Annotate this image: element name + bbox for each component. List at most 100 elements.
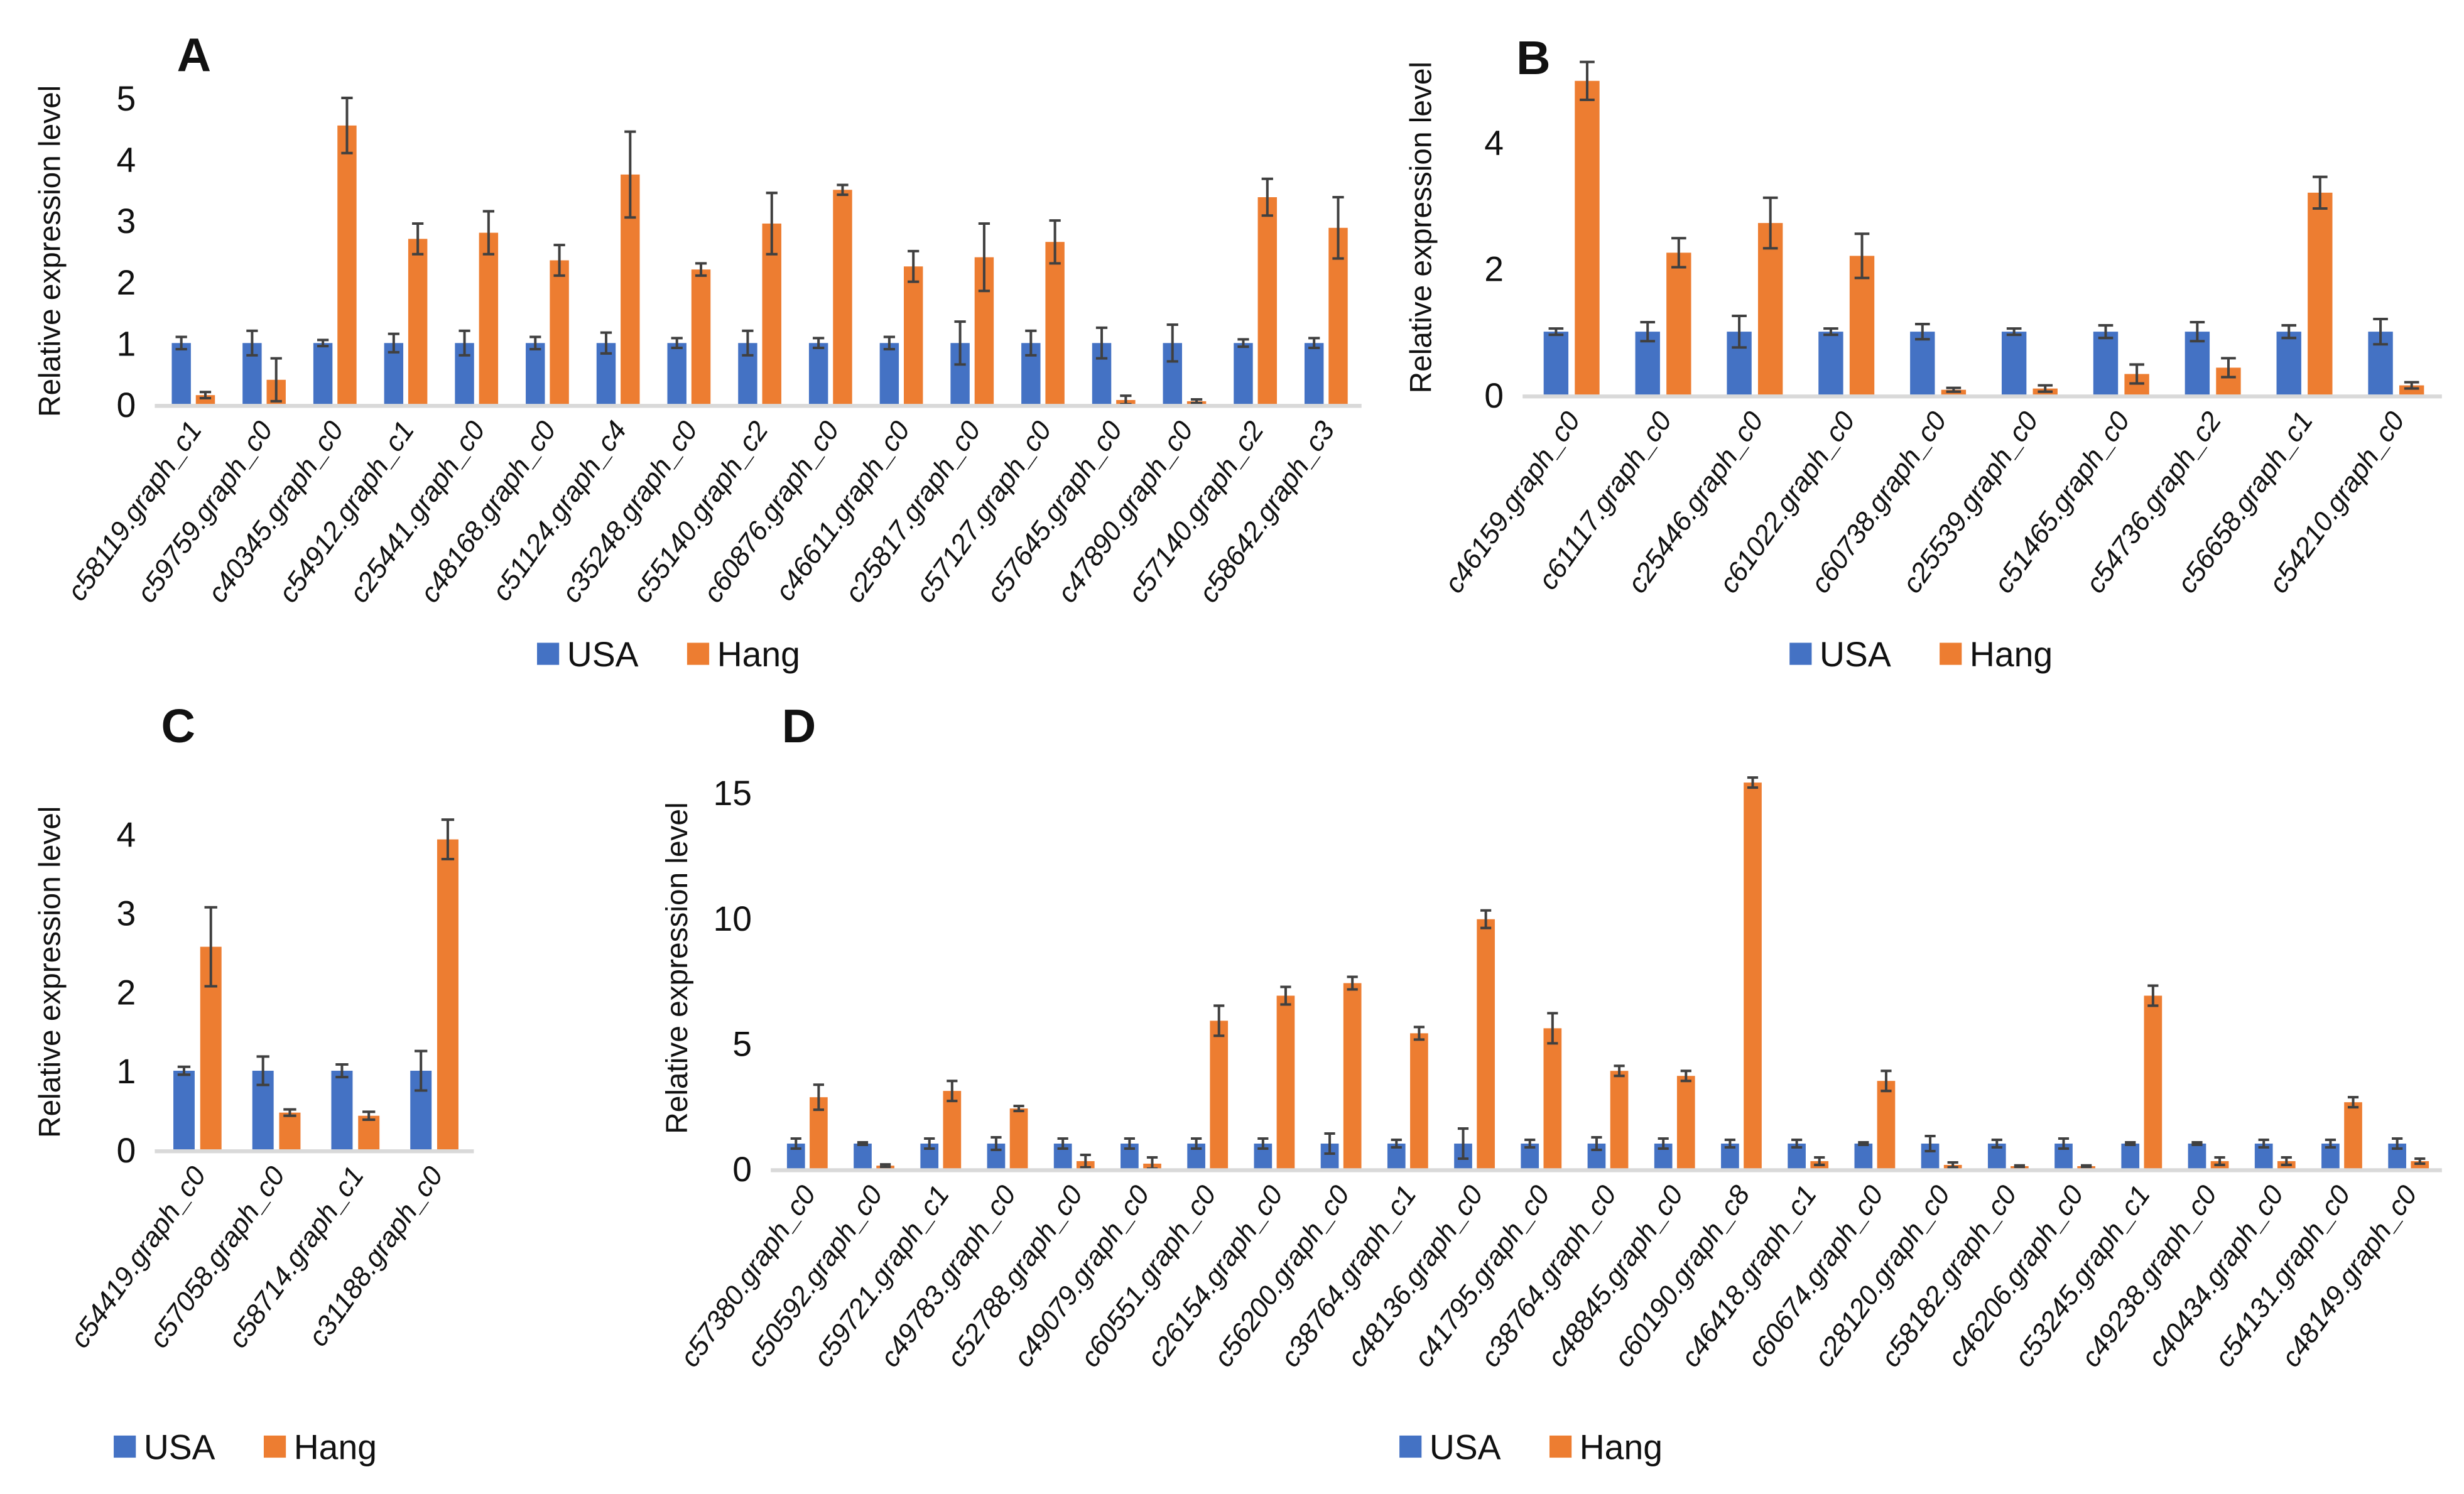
error-bar bbox=[1814, 1156, 1825, 1166]
error-bar bbox=[1080, 1153, 1091, 1169]
bar-usa bbox=[2093, 332, 2119, 395]
error-bar bbox=[177, 1065, 191, 1076]
error-bar bbox=[2404, 381, 2419, 390]
y-tick-label: 1 bbox=[117, 324, 136, 363]
bar-hang bbox=[1676, 1076, 1695, 1169]
legend-label-usa: USA bbox=[1820, 635, 1891, 674]
error-bar bbox=[990, 1136, 1002, 1152]
error-bar bbox=[883, 335, 895, 350]
bar-hang bbox=[1757, 223, 1783, 395]
error-bar bbox=[341, 96, 353, 154]
error-bar bbox=[857, 1141, 869, 1147]
error-bar bbox=[2006, 327, 2022, 337]
bar-usa bbox=[879, 343, 899, 404]
y-tick-label: 15 bbox=[713, 774, 752, 813]
bar-hang bbox=[1276, 995, 1295, 1169]
y-tick-label: 4 bbox=[1484, 123, 1504, 162]
bar-hang bbox=[833, 190, 852, 404]
error-bar bbox=[1332, 195, 1344, 260]
error-bar bbox=[362, 1110, 376, 1121]
x-tick-label: c57058.graph_c0 bbox=[143, 1161, 291, 1353]
bar-hang bbox=[408, 239, 428, 404]
error-bar bbox=[600, 331, 612, 355]
panel-letter: D bbox=[782, 700, 816, 752]
error-bar bbox=[1413, 1026, 1425, 1041]
error-bar bbox=[2129, 363, 2144, 385]
error-bar bbox=[388, 332, 399, 354]
legend-label-hang: Hang bbox=[1970, 635, 2053, 674]
error-bar bbox=[1591, 1136, 1602, 1152]
error-bar bbox=[1391, 1139, 1402, 1149]
bar-usa bbox=[313, 343, 333, 404]
error-bar bbox=[1914, 323, 1930, 341]
error-bar bbox=[1257, 1137, 1269, 1150]
error-bar bbox=[1762, 196, 1778, 250]
error-bar bbox=[2058, 1137, 2070, 1150]
error-bar bbox=[459, 329, 470, 357]
bar-hang bbox=[903, 266, 923, 404]
bar-hang bbox=[691, 269, 711, 404]
error-bar bbox=[246, 329, 258, 357]
error-bar bbox=[1237, 338, 1249, 349]
bar-hang bbox=[1410, 1033, 1428, 1169]
legend-label-usa: USA bbox=[567, 635, 639, 674]
bar-hang bbox=[437, 839, 459, 1150]
legend-swatch-usa bbox=[1789, 642, 1812, 665]
error-bar bbox=[2414, 1157, 2426, 1165]
bar-usa bbox=[2276, 332, 2301, 395]
error-bar bbox=[1823, 327, 1838, 337]
error-bar bbox=[2014, 1164, 2026, 1169]
y-axis-label: Relative expression level bbox=[34, 806, 67, 1138]
error-bar bbox=[2347, 1096, 2359, 1109]
bar-hang bbox=[279, 1112, 301, 1150]
y-axis-label: Relative expression level bbox=[1404, 62, 1438, 393]
error-bar bbox=[529, 335, 541, 350]
bar-hang bbox=[1009, 1108, 1028, 1169]
bar-usa bbox=[1854, 1144, 1873, 1169]
bar-hang bbox=[1045, 242, 1065, 404]
error-bar bbox=[1213, 1004, 1225, 1037]
error-bar bbox=[671, 337, 683, 350]
bar-usa bbox=[808, 343, 828, 404]
error-bar bbox=[335, 1063, 349, 1079]
bar-usa bbox=[171, 343, 191, 404]
x-tick-label: c58714.graph_c1 bbox=[222, 1161, 370, 1354]
error-bar bbox=[175, 335, 187, 350]
y-tick-label: 4 bbox=[117, 141, 136, 180]
error-bar bbox=[880, 1163, 891, 1169]
bar-usa bbox=[2001, 332, 2027, 395]
bar-hang bbox=[337, 125, 357, 404]
error-bar bbox=[1324, 1132, 1335, 1155]
x-tick-label: c54419.graph_c0 bbox=[64, 1161, 212, 1353]
error-bar bbox=[978, 222, 990, 293]
bar-usa bbox=[173, 1071, 195, 1150]
error-bar bbox=[1124, 1137, 1135, 1150]
error-bar bbox=[2038, 384, 2053, 393]
bar-usa bbox=[331, 1071, 353, 1150]
error-bar bbox=[1747, 776, 1759, 789]
legend-swatch-usa bbox=[1399, 1435, 1422, 1458]
bar-hang bbox=[1744, 782, 1762, 1169]
error-bar bbox=[1614, 1064, 1625, 1078]
legend: USA Hang bbox=[114, 1428, 377, 1467]
legend: USA Hang bbox=[537, 635, 800, 674]
legend-swatch-hang bbox=[1549, 1435, 1572, 1458]
bar-usa bbox=[2188, 1144, 2206, 1169]
error-bar bbox=[283, 1108, 296, 1117]
legend-label-hang: Hang bbox=[717, 635, 800, 674]
error-bar bbox=[924, 1137, 935, 1150]
y-tick-label: 0 bbox=[732, 1150, 752, 1189]
y-tick-label: 4 bbox=[117, 815, 136, 854]
error-bar bbox=[1548, 327, 1564, 337]
bar-hang bbox=[358, 1115, 380, 1150]
y-tick-label: 0 bbox=[1484, 376, 1504, 415]
error-bar bbox=[2325, 1139, 2336, 1149]
error-bar bbox=[1049, 219, 1061, 265]
bar-usa bbox=[2121, 1144, 2140, 1169]
y-tick-label: 1 bbox=[117, 1052, 136, 1091]
panel-letter: B bbox=[1516, 31, 1550, 84]
error-bar bbox=[1095, 326, 1108, 360]
error-bar bbox=[1166, 323, 1178, 363]
